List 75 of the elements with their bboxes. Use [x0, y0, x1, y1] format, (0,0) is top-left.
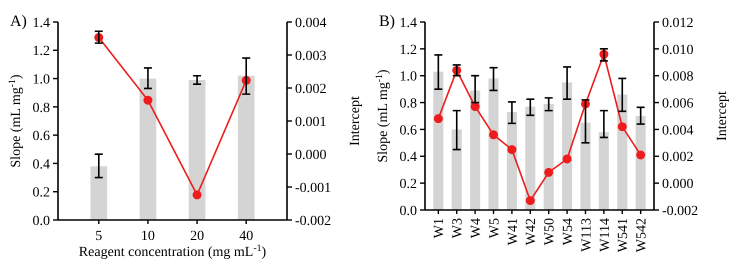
y2-tick-label: 0.002 [295, 82, 326, 97]
bar [140, 78, 156, 220]
x-tick-label: W3 [450, 218, 466, 238]
y-tick-label: 1.0 [400, 70, 417, 85]
y2-tick-label: 0.000 [662, 177, 694, 192]
bar [470, 90, 480, 210]
x-tick-label: 40 [239, 229, 254, 244]
y-tick-label: 0.2 [32, 186, 50, 201]
y2-tick-label: 0.001 [295, 114, 326, 130]
y2-axis-title: Intercept [348, 96, 363, 146]
y-tick-label: 1.0 [32, 72, 50, 88]
point [526, 196, 535, 206]
point [507, 145, 516, 154]
bar [544, 104, 554, 210]
point [636, 150, 646, 160]
point [562, 154, 572, 164]
y2-tick-label: 0.002 [662, 150, 694, 166]
y-tick-label: 0.2 [400, 177, 417, 192]
point [143, 96, 152, 105]
x-tick-label: 5 [95, 229, 102, 244]
y2-tick-label: -0.002 [662, 204, 698, 219]
y-tick-label: 0.0 [32, 214, 50, 229]
point [544, 168, 554, 177]
x-tick-label: W113 [579, 218, 594, 252]
y2-tick-label: 0.004 [662, 123, 694, 138]
y2-tick-label: 0.000 [295, 148, 326, 163]
chart-title: B) [379, 13, 395, 30]
x-tick-label: 10 [140, 229, 155, 244]
x-tick-label: W4 [469, 218, 484, 238]
x-tick-label: W42 [524, 218, 540, 246]
bar [562, 82, 572, 210]
y-tick-label: 0.4 [400, 150, 417, 166]
bar [238, 76, 255, 220]
x-tick-label: W541 [616, 218, 632, 252]
point [618, 122, 627, 132]
y-tick-label: 1.4 [400, 16, 417, 31]
x-tick-label: 20 [190, 229, 204, 244]
y2-tick-label: 0.003 [295, 48, 326, 64]
y2-tick-label: 0.006 [662, 96, 694, 112]
x-tick-label: W542 [634, 218, 650, 252]
bar [433, 72, 444, 210]
bar [580, 122, 591, 210]
y-tick-label: 0.6 [32, 129, 50, 144]
y2-axis-title: Intercept [715, 91, 730, 141]
x-axis-title: Reagent concentration (mg mL$^{-1}$) [78, 242, 267, 260]
point [192, 190, 202, 200]
bar [90, 166, 108, 220]
x-tick-label: W54 [560, 218, 576, 246]
bar [488, 78, 499, 210]
bar [636, 116, 646, 210]
point [434, 114, 443, 124]
y2-tick-label: 0.010 [662, 42, 694, 58]
y-tick-label: 0.0 [400, 204, 417, 219]
y-tick-label: 1.2 [400, 42, 417, 58]
y-tick-label: 0.4 [32, 157, 50, 172]
y-tick-label: 1.4 [32, 16, 50, 31]
y-tick-label: 0.8 [32, 100, 50, 116]
y-tick-label: 0.6 [400, 123, 417, 138]
x-tick-label: W50 [542, 218, 558, 246]
y2-tick-label: -0.002 [295, 214, 332, 229]
bar [188, 80, 206, 220]
point [489, 130, 498, 140]
x-tick-label: W114 [598, 218, 613, 252]
y2-tick-label: -0.001 [295, 180, 332, 196]
y-tick-label: 0.8 [400, 96, 417, 112]
chart-title: A) [10, 13, 27, 30]
y-tick-label: 1.2 [32, 44, 50, 60]
bar [598, 132, 609, 210]
y2-tick-label: 0.008 [662, 70, 694, 85]
y2-tick-label: 0.004 [295, 16, 326, 31]
x-tick-label: W5 [487, 218, 502, 238]
y2-tick-label: 0.012 [662, 16, 694, 31]
x-tick-label: W41 [506, 218, 521, 246]
x-tick-label: W1 [432, 218, 448, 238]
bar [452, 129, 462, 210]
